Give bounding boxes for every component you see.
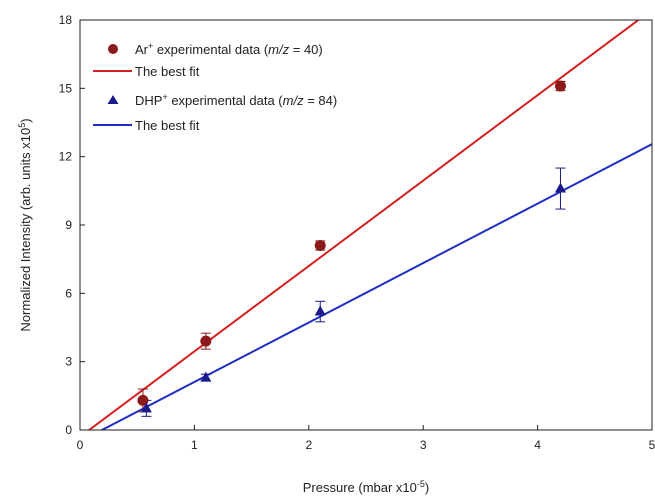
error-bars: [137, 81, 566, 417]
data-point-ar: [554, 80, 566, 92]
x-axis-title: Pressure (mbar x10-5): [303, 479, 430, 495]
fit-line-blue: [99, 143, 652, 430]
plot-frame: [79, 19, 653, 431]
y-tick-label: 15: [59, 81, 73, 95]
data-point-dhp: [140, 402, 152, 413]
legend-label-ar: Ar+ experimental data (m/z = 40): [135, 41, 323, 57]
legend: Ar+ experimental data (m/z = 40) The bes…: [93, 41, 337, 133]
legend-label-fit-blue: The best fit: [135, 118, 200, 133]
legend-marker-ar: [108, 44, 118, 54]
data-point-ar: [314, 240, 326, 251]
x-axis-ticks: 0 1 2 3 4 5: [77, 425, 655, 452]
legend-label-fit-red: The best fit: [135, 64, 200, 79]
data-point-dhp: [554, 182, 566, 193]
data-markers: [137, 80, 566, 413]
data-point-dhp: [314, 305, 326, 316]
x-tick-label: 3: [420, 438, 427, 452]
fit-line-red: [87, 20, 640, 430]
y-tick-label: 18: [59, 13, 73, 27]
data-point-dhp: [200, 371, 212, 382]
y-axis-ticks: 0 3 6 9 12 15 18: [59, 13, 85, 437]
x-tick-label: 1: [191, 438, 198, 452]
y-axis-title: Normalized Intensity (arb. units x105): [17, 118, 33, 331]
y-tick-label: 12: [59, 150, 73, 164]
x-tick-label: 5: [649, 438, 655, 452]
y-tick-label: 3: [65, 355, 72, 369]
legend-marker-dhp: [107, 95, 119, 104]
data-point-ar: [137, 394, 149, 406]
data-point-ar: [200, 335, 212, 347]
legend-label-dhp: DHP+ experimental data (m/z = 84): [135, 92, 337, 108]
y-tick-label: 0: [65, 423, 72, 437]
fit-lines: [87, 20, 652, 430]
x-tick-label: 4: [534, 438, 541, 452]
x-tick-label: 2: [305, 438, 312, 452]
x-tick-label: 0: [77, 438, 84, 452]
y-tick-label: 9: [65, 218, 72, 232]
y-tick-label: 6: [65, 286, 72, 300]
